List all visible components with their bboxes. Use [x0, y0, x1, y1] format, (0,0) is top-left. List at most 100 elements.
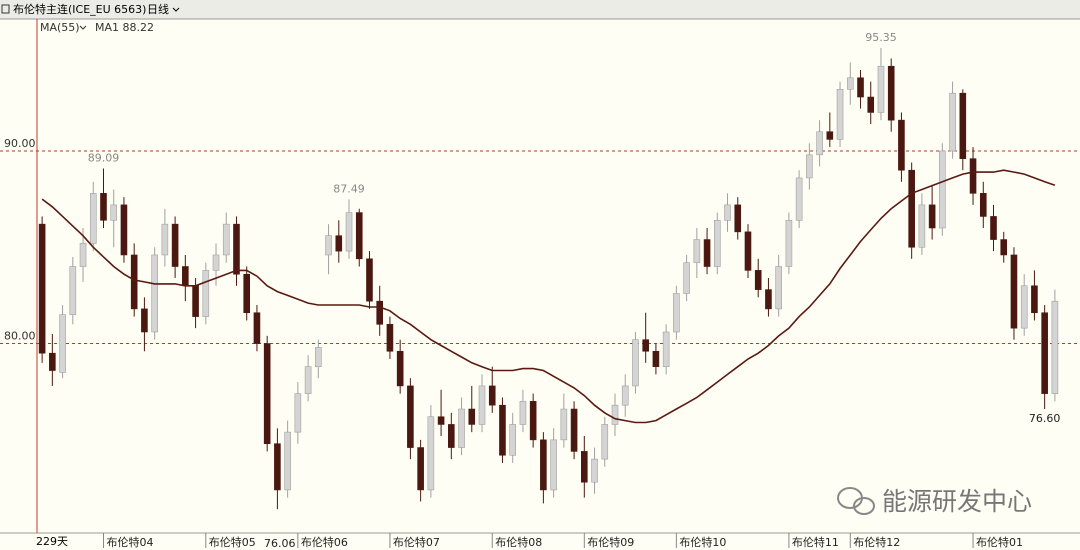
ma-dropdown[interactable]: [79, 25, 87, 30]
period-selector[interactable]: 日线: [147, 2, 169, 16]
ma-name[interactable]: MA(55): [40, 21, 80, 34]
candle-body: [437, 416, 445, 425]
candle-body: [417, 447, 424, 491]
candle-body: [662, 331, 670, 367]
candle-body: [284, 431, 291, 491]
candle-body: [355, 212, 363, 260]
price-annotation: 95.35: [865, 31, 897, 44]
candle-body: [59, 314, 66, 373]
candle-body: [69, 266, 77, 315]
candle-body: [652, 350, 660, 367]
candle-body: [468, 408, 476, 425]
candle-body: [345, 212, 353, 252]
candle-body: [376, 300, 384, 325]
candle-body: [724, 204, 731, 221]
candle-body: [396, 350, 404, 387]
candle-body: [928, 204, 936, 229]
price-annotation: 76.60: [1029, 412, 1061, 425]
candle-body: [560, 408, 568, 441]
candle-body: [448, 424, 455, 448]
x-tick-label: 布伦特05: [209, 535, 256, 549]
candle-body: [744, 231, 752, 271]
candle-body: [499, 404, 506, 456]
candle-body: [621, 385, 629, 406]
candle-body: [192, 285, 199, 317]
instrument-title[interactable]: 布伦特主连(ICE_EU 6563): [13, 2, 146, 16]
candle-body: [939, 150, 946, 229]
candle-body: [427, 416, 435, 491]
wechat-icon: [853, 497, 875, 515]
candle-body: [1041, 312, 1048, 394]
candle-body: [315, 347, 322, 367]
candle-body: [488, 385, 496, 406]
candle-body: [1010, 254, 1018, 329]
x-tick-label: 布伦特04: [106, 535, 153, 549]
x-tick-label: 布伦特11: [792, 535, 839, 549]
candle-body: [130, 254, 138, 310]
candle-body: [683, 262, 690, 294]
header-bar: [0, 0, 1080, 19]
watermark: 能源研发中心: [837, 487, 1032, 516]
candle-body: [1020, 285, 1028, 329]
candle-body: [458, 408, 465, 448]
x-tick-label: 布伦特01: [976, 535, 1023, 549]
candle-body: [693, 239, 701, 263]
candle-body: [243, 273, 251, 314]
candle-body: [754, 270, 762, 290]
candle-body: [959, 92, 967, 159]
price-annotation: 89.09: [88, 151, 120, 164]
candle-body: [979, 193, 987, 217]
candle-body: [161, 223, 169, 256]
y-tick-label: 90.00: [4, 137, 36, 150]
candle-body: [887, 65, 895, 121]
candle-body: [570, 408, 578, 452]
candle-body: [867, 96, 875, 113]
candle-body: [335, 235, 343, 252]
period-label: 229天: [36, 535, 68, 548]
candle-body: [581, 451, 588, 483]
axis-note: 76.06: [264, 537, 296, 550]
candle-body: [550, 439, 557, 491]
candle-body: [765, 289, 772, 310]
candle-body: [795, 177, 803, 221]
candle-body: [151, 254, 158, 333]
candle-body: [611, 404, 619, 425]
price-annotation: 87.49: [333, 182, 365, 195]
candle-body: [713, 219, 721, 267]
candle-body: [836, 89, 844, 140]
candle-body: [529, 401, 537, 441]
candle-body: [274, 443, 281, 491]
candle-body: [89, 193, 97, 244]
candle-body: [202, 270, 210, 317]
candle-body: [734, 204, 742, 233]
y-tick-label: 80.00: [4, 330, 36, 343]
candle-body: [509, 424, 516, 456]
candle-body: [632, 339, 639, 387]
candle-body: [100, 193, 107, 221]
candle-body: [182, 266, 189, 287]
candle-body: [386, 323, 394, 352]
candle-body: [49, 352, 56, 371]
x-tick-label: 布伦特08: [495, 535, 542, 549]
candle-body: [1031, 285, 1038, 314]
candle-body: [263, 343, 271, 445]
candle-body: [1051, 300, 1059, 394]
dropdown-arrow[interactable]: [172, 7, 180, 12]
candle-body: [816, 131, 823, 156]
candle-body: [304, 366, 312, 394]
candle-body: [806, 154, 813, 179]
candle-body: [233, 223, 240, 275]
candle-body: [212, 254, 220, 271]
ma-legend: MA1 88.22: [95, 21, 154, 34]
candle-body: [969, 158, 977, 194]
candle-body: [407, 385, 414, 448]
candle-body: [642, 339, 649, 352]
candle-body: [591, 458, 598, 483]
candle-body: [785, 219, 793, 267]
candle-body: [79, 243, 87, 267]
candle-body: [366, 258, 373, 302]
x-tick-label: 布伦特07: [393, 535, 440, 549]
menu-icon[interactable]: [1, 4, 10, 14]
watermark-text: 能源研发中心: [882, 487, 1032, 516]
